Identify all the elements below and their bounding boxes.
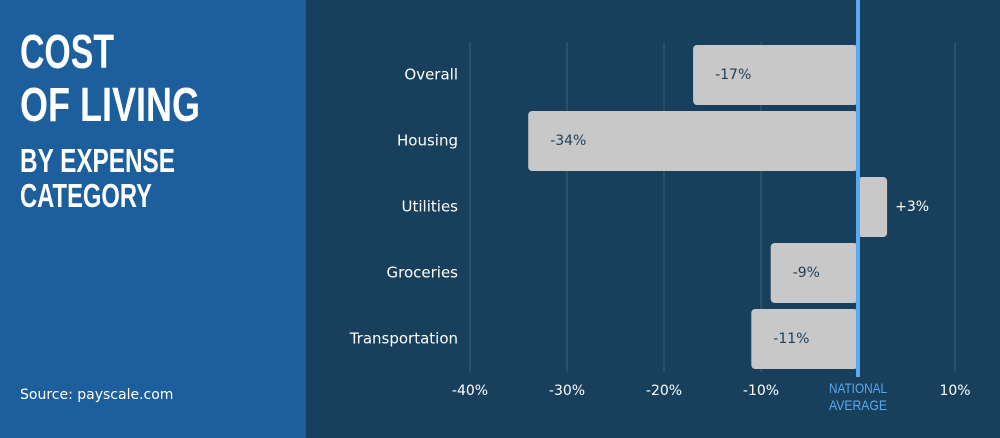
chart-subtitle: BY EXPENSE CATEGORY	[20, 142, 175, 214]
y-tick-label: Overall	[404, 66, 458, 84]
value-label: -17%	[715, 67, 751, 83]
bar	[528, 111, 858, 171]
y-tick-label: Utilities	[402, 198, 459, 216]
value-label: -34%	[550, 133, 586, 149]
bar	[858, 177, 888, 237]
x-tick-label: -30%	[549, 383, 585, 399]
y-tick-label: Transportation	[349, 330, 458, 348]
x-tick-label: -20%	[646, 383, 682, 399]
chart-title: COST OF LIVING	[20, 26, 200, 132]
x-tick-label: -40%	[452, 383, 488, 399]
bar	[751, 309, 858, 369]
side-panel	[0, 0, 306, 438]
value-label: +3%	[895, 199, 929, 215]
y-tick-label: Housing	[397, 132, 458, 150]
bar	[693, 45, 858, 105]
x-tick-label: -10%	[743, 383, 779, 399]
value-label: -11%	[773, 331, 809, 347]
value-label: -9%	[793, 265, 820, 281]
x-tick-label: NATIONAL AVERAGE	[829, 380, 887, 413]
x-tick-label: 10%	[939, 383, 970, 399]
source: Source: payscale.com	[20, 387, 173, 403]
y-tick-label: Groceries	[387, 264, 459, 282]
bar	[770, 243, 858, 303]
